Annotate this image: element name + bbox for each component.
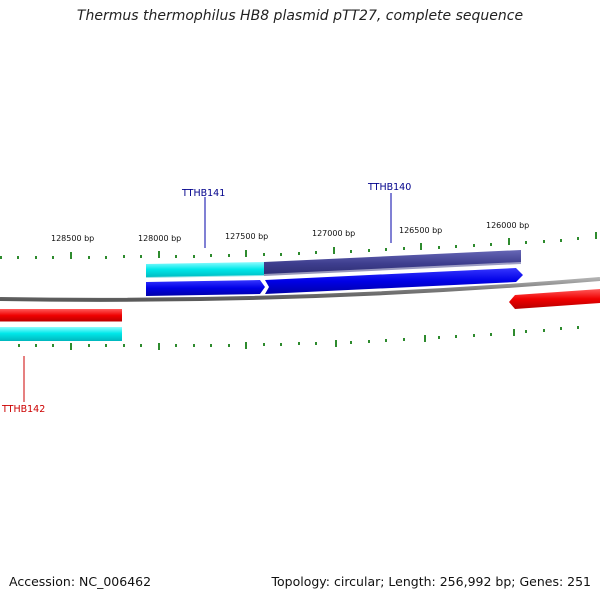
scale-label: 128500 bp bbox=[51, 234, 94, 243]
lower-tick-track bbox=[18, 326, 579, 350]
feature-highlight bbox=[264, 262, 521, 277]
feature-red-left[interactable] bbox=[0, 309, 122, 322]
scale-label: 126000 bp bbox=[486, 221, 529, 230]
gene-label-tthb140[interactable]: TTHB140 bbox=[367, 182, 411, 193]
feature-blue-left[interactable] bbox=[146, 280, 265, 296]
feature-red-right[interactable] bbox=[509, 289, 600, 309]
feature-slate-upper[interactable] bbox=[264, 250, 521, 276]
scale-label: 128000 bp bbox=[138, 234, 181, 243]
gene-label-tthb142[interactable]: TTHB142 bbox=[1, 404, 45, 415]
map-title: Thermus thermophilus HB8 plasmid pTT27, … bbox=[76, 8, 524, 24]
feature-highlight bbox=[146, 275, 264, 279]
accession-text: Accession: NC_006462 bbox=[9, 574, 152, 589]
scale-label: 127000 bp bbox=[312, 229, 355, 238]
scale-label: 127500 bp bbox=[225, 232, 268, 241]
topology-text: Topology: circular; Length: 256,992 bp; … bbox=[271, 574, 592, 589]
feature-cyan-lower[interactable] bbox=[0, 327, 122, 341]
scale-label: 126500 bp bbox=[399, 226, 442, 235]
gene-label-tthb141[interactable]: TTHB141 bbox=[181, 188, 225, 199]
plasmid-backbone bbox=[0, 277, 600, 302]
upper-tick-track bbox=[0, 232, 597, 259]
feature-blue-right[interactable] bbox=[265, 268, 523, 294]
feature-highlight bbox=[0, 321, 122, 323]
feature-cyan-upper[interactable] bbox=[146, 262, 264, 278]
